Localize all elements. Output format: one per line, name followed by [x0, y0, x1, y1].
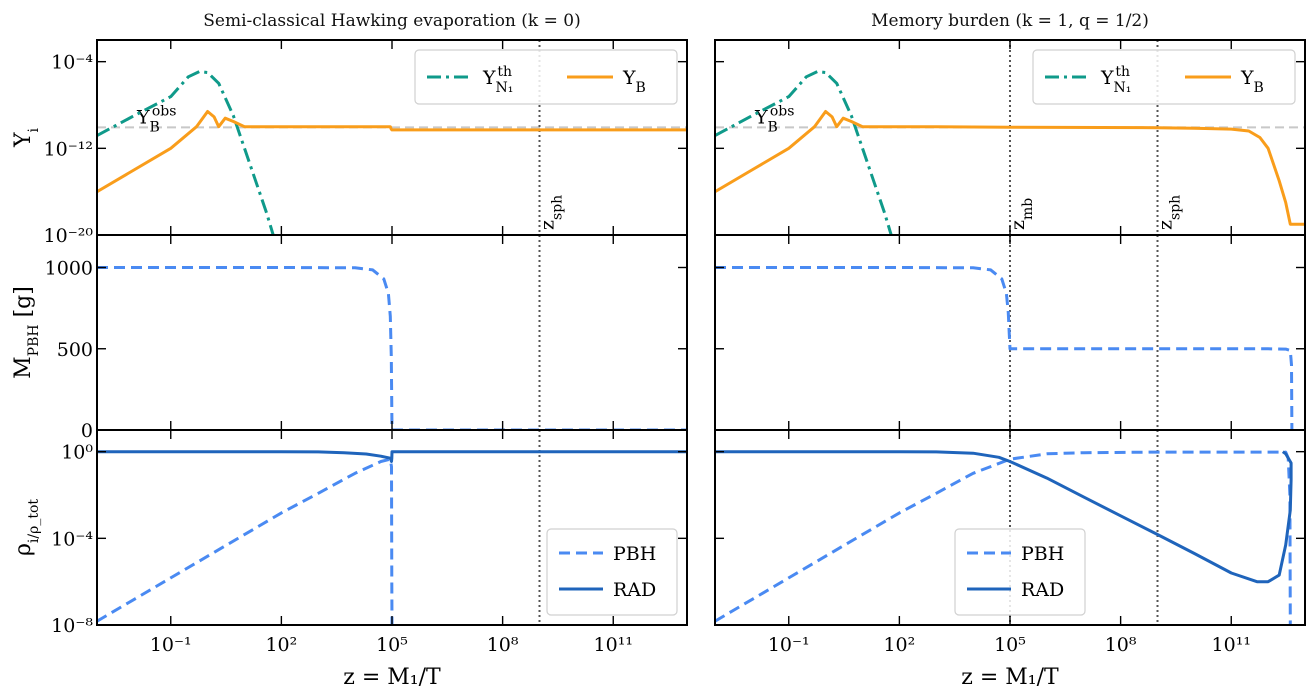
series-yn1th-line: [97, 70, 275, 235]
y-tick-label: 10⁻⁴: [51, 528, 93, 550]
x-tick-label: 10¹¹: [594, 634, 633, 656]
x-tick-label: 10⁵: [376, 634, 408, 656]
x-tick-label: 10⁵: [994, 634, 1026, 656]
legend-label: RAD: [613, 579, 656, 601]
y-tick-label: 10⁻⁴: [51, 52, 93, 74]
axes-col1-row0: YBobs zmb zsph YN₁th YB: [714, 39, 1306, 236]
y-tick-label: 10⁰: [61, 442, 93, 464]
x-tick-label: 10⁸: [1105, 634, 1137, 656]
vline-label-z-sph: zsph: [537, 195, 566, 230]
series-mpbh-line: [97, 266, 687, 430]
series-rad-line: [97, 450, 687, 463]
x-tick-label: 10¹¹: [1212, 634, 1251, 656]
series-mpbh-line: [715, 266, 1294, 430]
vline-label-z-sph: zsph: [1155, 195, 1184, 230]
legend-label: YB: [1240, 67, 1264, 96]
axes-col1-row1: [714, 234, 1306, 431]
series-yb-line: [715, 110, 1305, 226]
x-tick-label: 10²: [265, 634, 297, 656]
axes-col0-row2: 10⁻¹ 10² 10⁵ 10⁸ 10¹¹ 10⁻⁸ 10⁻⁴ 10⁰ ρi/ρ_tot PBH R…: [11, 429, 688, 656]
legend: PBH RAD: [546, 528, 678, 616]
observed-value-label: YBobs: [754, 103, 794, 135]
legend-label: PBH: [613, 543, 656, 565]
legend: YN₁th YB: [414, 49, 678, 105]
x-axis-label: z = M₁/T: [343, 665, 441, 690]
y-tick-label: 500: [57, 339, 93, 361]
x-tick-label: 10²: [883, 634, 915, 656]
axes-col1-row2: 10⁻¹ 10² 10⁵ 10⁸ 10¹¹ PBH RAD: [714, 429, 1306, 656]
x-tick-label: 10⁸: [487, 634, 519, 656]
x-axis-label: z = M₁/T: [961, 665, 1059, 690]
series-yn1th-line: [715, 70, 893, 235]
legend: YN₁th YB: [1032, 49, 1296, 105]
y-axis-label: Yi: [11, 127, 42, 148]
y-tick-label: 0: [81, 420, 93, 442]
y-tick-label: 10⁻²⁰: [44, 225, 94, 247]
panel-title-1: Memory burden (k = 1, q = 1/2): [871, 11, 1149, 31]
panel-title-0: Semi-classical Hawking evaporation (k = …: [203, 11, 580, 31]
legend: PBH RAD: [954, 528, 1086, 616]
y-axis-label: MPBH [g]: [11, 286, 42, 379]
y-tick-label: 10⁻⁸: [51, 615, 93, 637]
x-tick-label: 10⁻¹: [768, 634, 810, 656]
y-tick-label: 10⁻¹²: [44, 138, 93, 160]
series-rad-line: [715, 450, 1293, 584]
y-tick-label: 1000: [45, 258, 93, 280]
axes-col0-row0: YBobs zsph 10⁻²⁰ 10⁻¹² 10⁻⁴ Yi YN₁th YB: [11, 39, 688, 247]
vline-label-z-mb: zmb: [1007, 198, 1036, 230]
observed-value-label: YBobs: [136, 103, 176, 135]
legend-label: RAD: [1021, 579, 1064, 601]
legend-label: PBH: [1021, 543, 1064, 565]
x-tick-label: 10⁻¹: [150, 634, 192, 656]
legend-label: YN₁th: [1100, 64, 1131, 96]
legend-label: YN₁th: [482, 64, 513, 96]
legend-label: YB: [622, 67, 646, 96]
series-yb-line: [97, 110, 687, 193]
series-pbh-line: [97, 457, 394, 625]
y-axis-label: ρi/ρ_tot: [11, 499, 42, 556]
